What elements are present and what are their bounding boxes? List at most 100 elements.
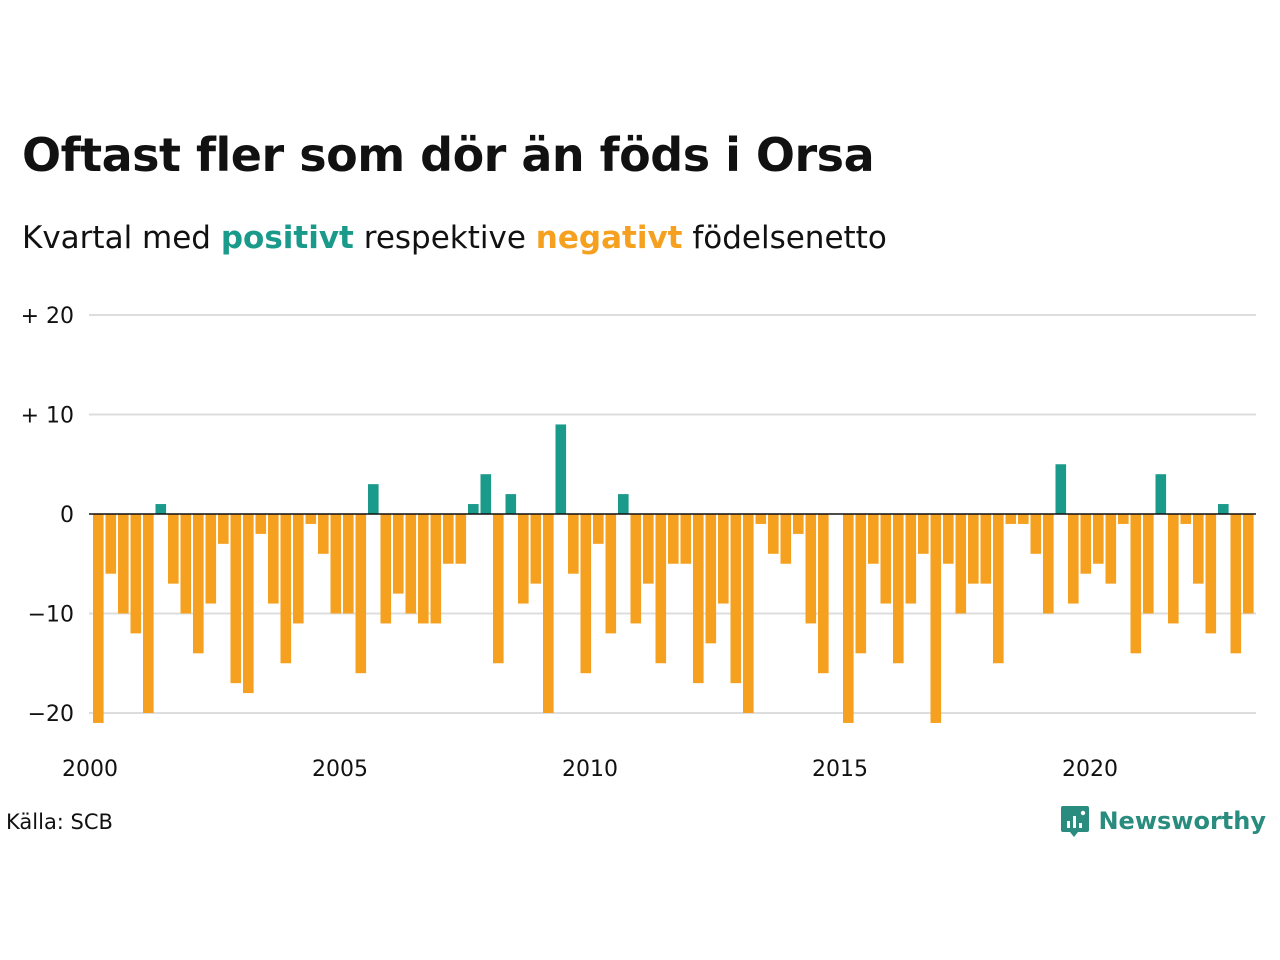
bar <box>918 514 929 554</box>
bar <box>468 504 479 514</box>
bar <box>130 514 142 634</box>
brand-logo: Newsworthy <box>1060 804 1266 838</box>
bar <box>593 514 604 544</box>
bar <box>1068 514 1079 604</box>
brand-name: Newsworthy <box>1098 807 1266 835</box>
bar <box>418 514 429 624</box>
bar <box>430 514 442 624</box>
x-tick-label: 2005 <box>312 757 368 782</box>
bar <box>155 504 167 514</box>
subtitle-positive-word: positivt <box>220 220 354 256</box>
bar <box>1005 514 1017 524</box>
bar <box>630 514 642 624</box>
bar <box>268 514 279 604</box>
x-tick-label: 2000 <box>62 757 118 782</box>
x-tick-label: 2020 <box>1062 757 1118 782</box>
bar <box>505 494 517 514</box>
bar <box>205 514 217 604</box>
bar <box>1093 514 1104 564</box>
bar <box>993 514 1004 664</box>
bar <box>1018 514 1029 524</box>
bar <box>655 514 667 664</box>
y-tick-label: + 10 <box>21 404 74 429</box>
bar <box>618 494 629 514</box>
bar <box>1180 514 1192 524</box>
bar <box>1030 514 1042 554</box>
y-tick-label: 0 <box>60 503 74 528</box>
bar <box>893 514 904 664</box>
bar <box>1143 514 1154 614</box>
bar <box>693 514 704 684</box>
bar <box>1193 514 1204 584</box>
bar <box>1230 514 1242 654</box>
bar <box>543 514 554 713</box>
bar <box>355 514 367 674</box>
bar <box>343 514 354 614</box>
bar <box>568 514 579 574</box>
bars <box>93 424 1254 723</box>
bar <box>368 484 379 514</box>
bar <box>168 514 179 584</box>
bar <box>455 514 467 564</box>
bar <box>105 514 117 574</box>
bar <box>718 514 729 604</box>
y-tick-label: + 20 <box>21 304 74 329</box>
bar <box>280 514 292 664</box>
bar <box>555 424 567 514</box>
bar <box>905 514 917 604</box>
bar <box>818 514 829 674</box>
bar <box>293 514 304 624</box>
bar <box>330 514 342 614</box>
bar <box>1130 514 1142 654</box>
bar <box>705 514 717 644</box>
bar <box>780 514 792 564</box>
bar <box>793 514 804 534</box>
bar <box>393 514 404 594</box>
bar <box>1043 514 1054 614</box>
bar <box>1080 514 1092 574</box>
bar <box>1243 514 1254 614</box>
bar <box>305 514 317 524</box>
bar <box>868 514 879 564</box>
bar <box>380 514 392 624</box>
bar <box>643 514 654 584</box>
bar <box>805 514 817 624</box>
bar <box>680 514 692 564</box>
x-tick-label: 2010 <box>562 757 618 782</box>
bar <box>218 514 229 544</box>
bar <box>930 514 942 723</box>
bar <box>605 514 617 634</box>
bar <box>943 514 954 564</box>
bar <box>493 514 504 664</box>
bar <box>855 514 867 654</box>
bar <box>743 514 754 713</box>
bar <box>1105 514 1117 584</box>
bar <box>580 514 592 674</box>
bar <box>230 514 242 684</box>
subtitle-suffix: födelsenetto <box>692 220 887 256</box>
bar <box>1055 464 1067 514</box>
bar <box>768 514 779 554</box>
chart-title: Oftast fler som dör än föds i Orsa <box>22 128 875 182</box>
bar <box>255 514 267 534</box>
subtitle-negative-word: negativt <box>535 220 683 256</box>
bar <box>730 514 742 684</box>
bar <box>843 514 854 723</box>
chart-subtitle: Kvartal med positivt respektive negativt… <box>22 220 887 256</box>
bar <box>405 514 417 614</box>
bar <box>143 514 154 713</box>
bar-chart: + 20 + 10 0 −10 −20 2000 2005 2010 2015 2020 <box>21 304 1256 782</box>
bar <box>118 514 129 614</box>
bar-chart-speech-bubble-icon <box>1061 806 1090 837</box>
x-tick-label: 2015 <box>812 757 868 782</box>
bar <box>193 514 204 654</box>
y-axis-labels: + 20 + 10 0 −10 −20 <box>21 304 74 727</box>
bar <box>1155 474 1167 514</box>
bar <box>1118 514 1129 524</box>
bar <box>980 514 992 584</box>
source-note: Källa: SCB <box>6 810 113 834</box>
bar <box>1218 504 1229 514</box>
bar <box>1205 514 1217 634</box>
y-tick-label: −10 <box>28 603 74 628</box>
bar <box>668 514 679 564</box>
